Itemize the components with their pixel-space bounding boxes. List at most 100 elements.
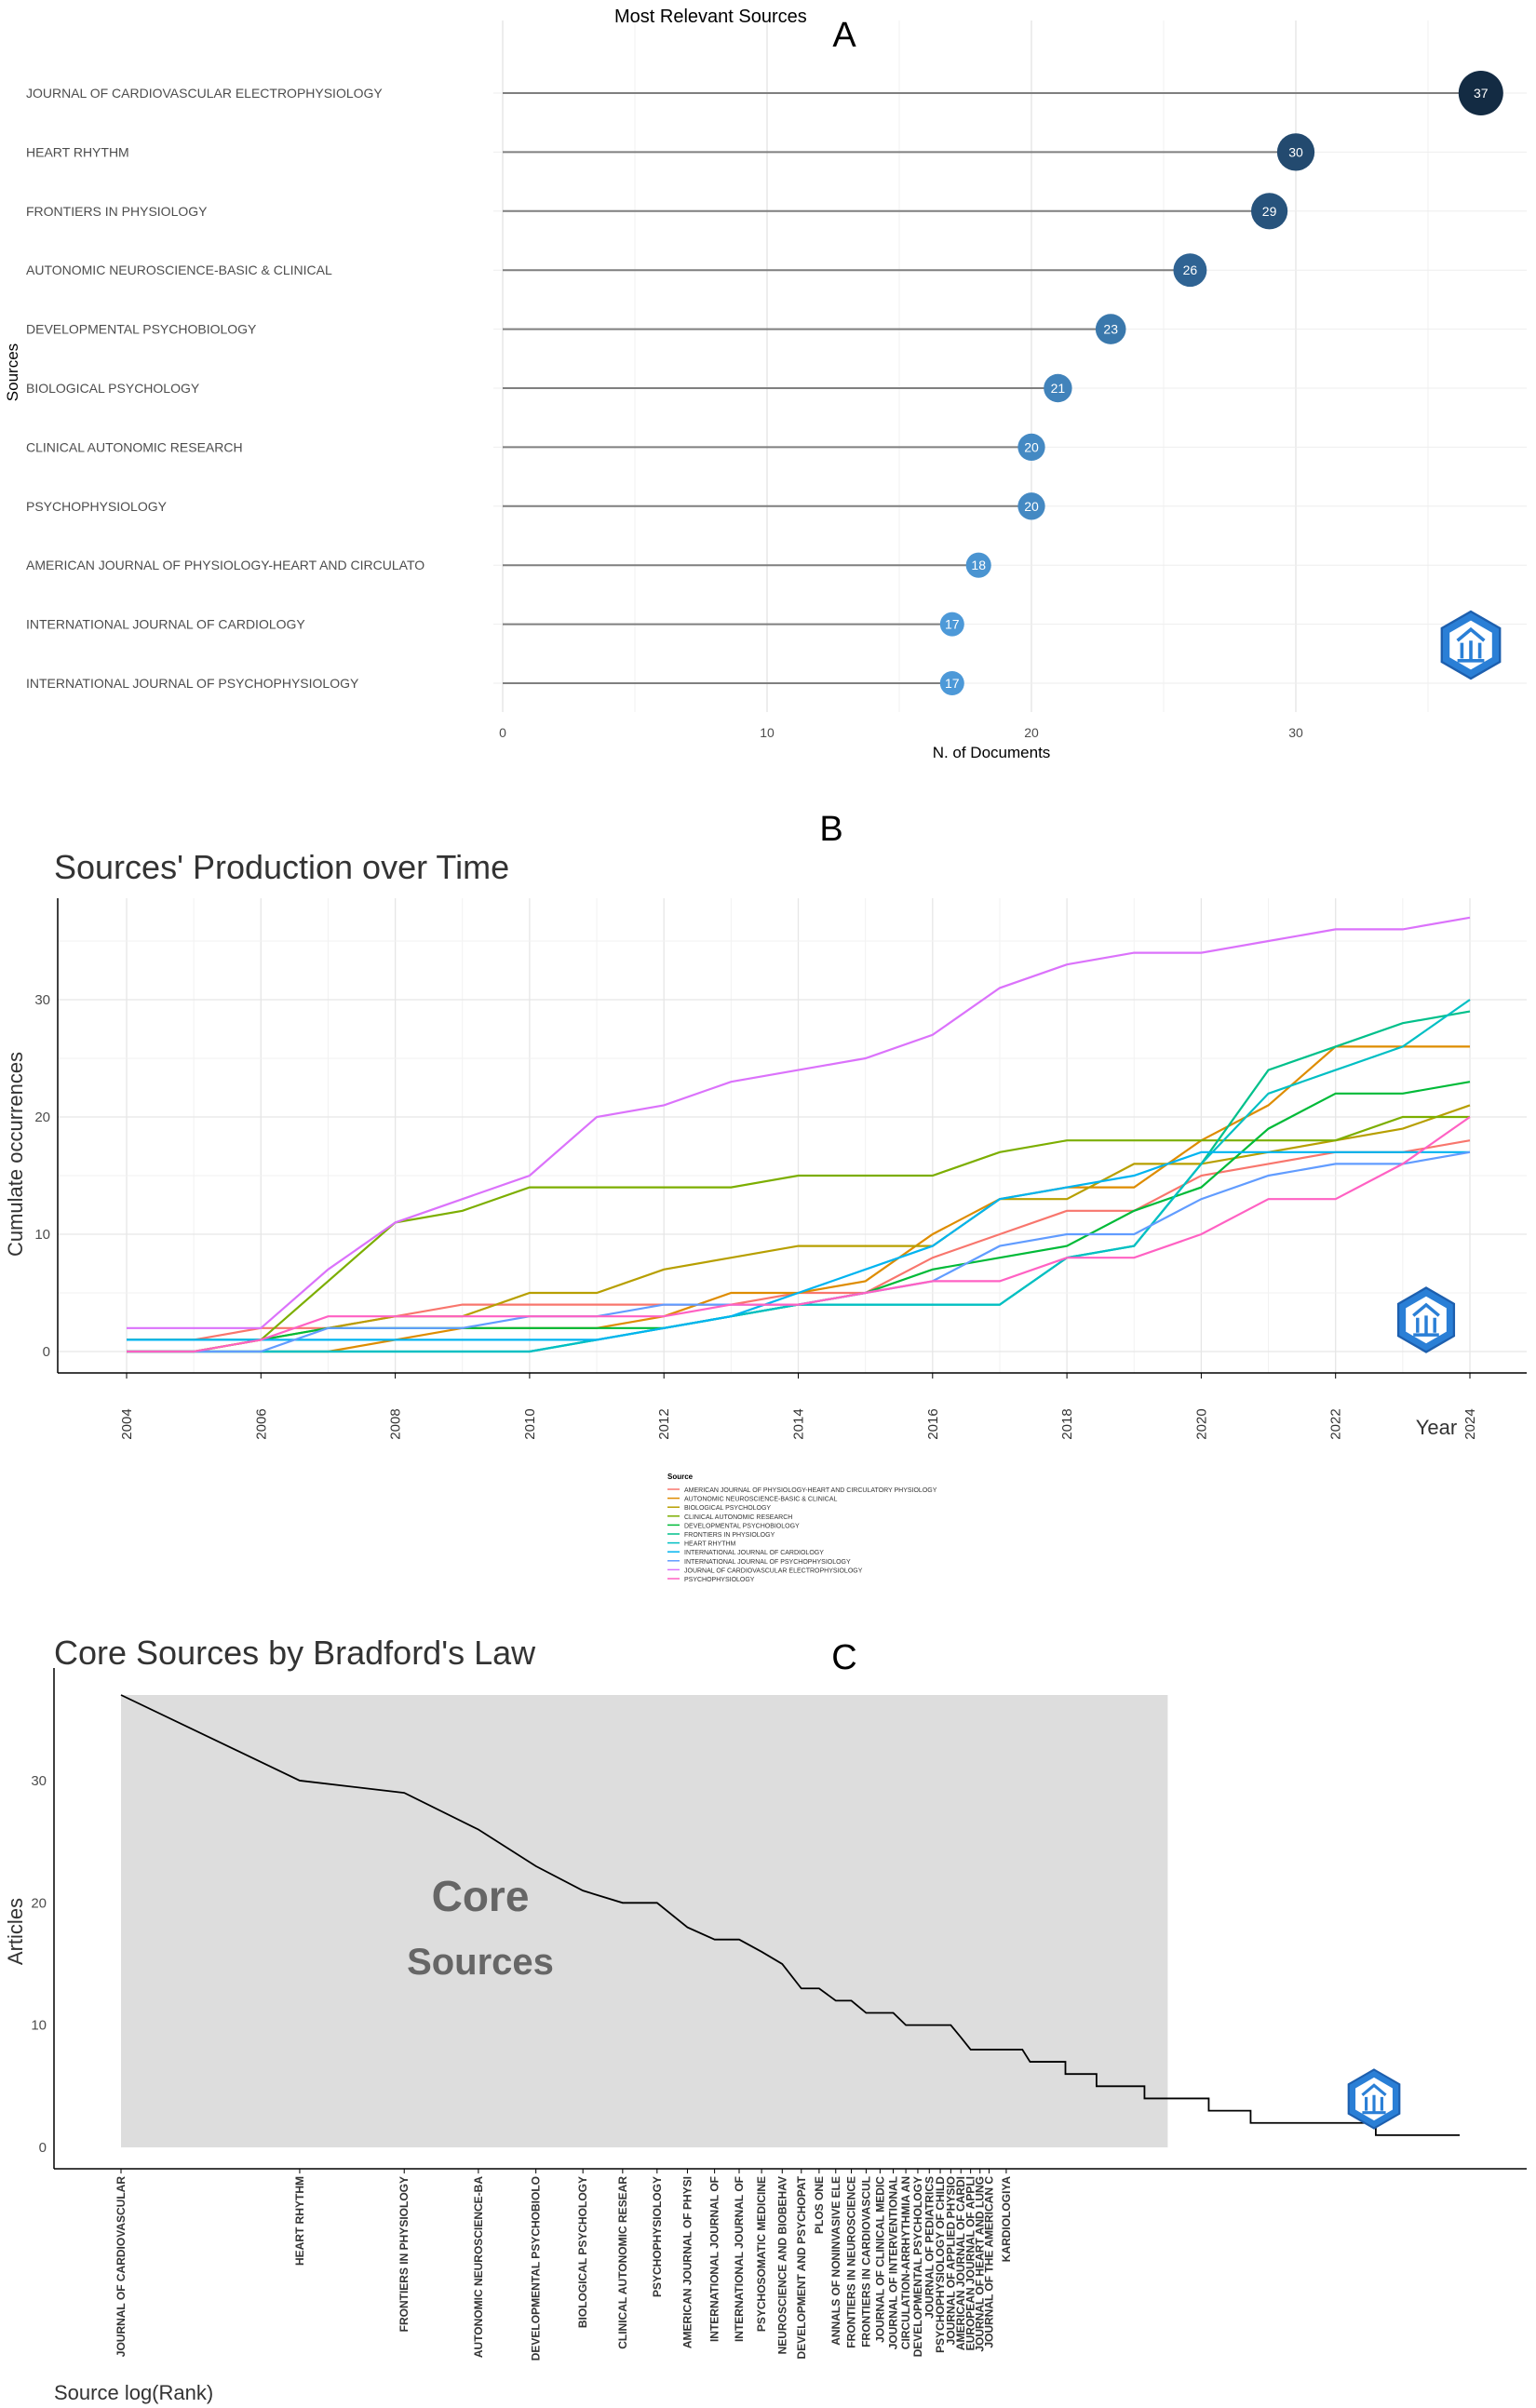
series-line bbox=[127, 1150, 1470, 1341]
y-tick-label: 10 bbox=[31, 2018, 47, 2034]
core-zone bbox=[121, 1695, 1168, 2147]
source-label: DEVELOPMENTAL PSYCHOBIOLOGY bbox=[26, 322, 257, 337]
x-tick-label: JOURNAL OF THE AMERICAN C bbox=[982, 2176, 995, 2348]
lollipop-point bbox=[1095, 314, 1126, 344]
lollipop-point bbox=[1044, 373, 1072, 403]
x-tick-label: JOURNAL OF INTERVENTIONAL bbox=[887, 2176, 900, 2349]
x-tick-label: NEUROSCIENCE AND BIOBEHAV bbox=[775, 2176, 788, 2354]
series-line bbox=[127, 916, 1471, 1329]
point-value-label: 30 bbox=[1288, 144, 1303, 159]
x-tick-label: AUTONOMIC NEUROSCIENCE-BA bbox=[472, 2176, 485, 2358]
y-tick-label: 10 bbox=[34, 1227, 50, 1243]
x-tick-label: EUROPEAN JOURNAL OF APPLI bbox=[964, 2176, 977, 2350]
x-tick-label: DEVELOPMENTAL PSYCHOLOGY bbox=[911, 2176, 924, 2357]
x-tick-label: JOURNAL OF CARDIOVASCULAR bbox=[115, 2176, 128, 2358]
logo-columns bbox=[1456, 626, 1486, 663]
series-line bbox=[127, 1104, 1471, 1353]
lollipop-point bbox=[965, 552, 991, 578]
x-tick-label: KARDIOLOGIYA bbox=[1000, 2176, 1013, 2263]
legend-entry: AUTONOMIC NEUROSCIENCE-BASIC & CLINICAL bbox=[684, 1497, 838, 1503]
y-tick-label: 30 bbox=[34, 992, 50, 1008]
chart-title: Sources' Production over Time bbox=[54, 848, 509, 886]
x-tick-label: 2010 bbox=[522, 1408, 538, 1439]
lollipop-point bbox=[1173, 253, 1207, 288]
legend-entry: INTERNATIONAL JOURNAL OF CARDIOLOGY bbox=[684, 1550, 824, 1556]
x-tick-label: 20 bbox=[1024, 725, 1039, 740]
legend-entry: CLINICAL AUTONOMIC RESEARCH bbox=[684, 1514, 792, 1521]
lollipop-point bbox=[939, 671, 964, 695]
source-label: PSYCHOPHYSIOLOGY bbox=[26, 499, 168, 514]
point-value-label: 29 bbox=[1262, 204, 1277, 219]
x-tick-label: CLINICAL AUTONOMIC RESEAR bbox=[616, 2176, 629, 2349]
point-value-label: 26 bbox=[1183, 262, 1198, 277]
x-tick-label: 2020 bbox=[1193, 1408, 1209, 1439]
logo-columns bbox=[1412, 1302, 1440, 1337]
grid-a bbox=[493, 20, 1527, 712]
x-tick-label: 2006 bbox=[253, 1408, 269, 1439]
lollipop-point bbox=[1251, 193, 1288, 230]
x-tick-label: PLOS ONE bbox=[813, 2176, 826, 2234]
x-tick-label: PSYCHOSOMATIC MEDICINE bbox=[755, 2176, 768, 2332]
x-tick-label: FRONTIERS IN NEUROSCIENCE bbox=[845, 2176, 858, 2348]
x-tick-label: CIRCULATION-ARRHYTHMIA AN bbox=[899, 2176, 912, 2349]
legend-entry: JOURNAL OF CARDIOVASCULAR ELECTROPHYSIOL… bbox=[684, 1567, 863, 1574]
series-line bbox=[127, 1115, 1470, 1353]
source-label: CLINICAL AUTONOMIC RESEARCH bbox=[26, 439, 243, 454]
legend-entry: AMERICAN JOURNAL OF PHYSIOLOGY-HEART AND… bbox=[684, 1487, 937, 1494]
point-value-label: 17 bbox=[945, 676, 960, 691]
lollipop-point bbox=[1458, 71, 1503, 115]
source-label: AMERICAN JOURNAL OF PHYSIOLOGY-HEART AND… bbox=[26, 558, 424, 572]
panel-c: C Core Sources by Bradford's Law Core Sourc… bbox=[0, 1620, 1536, 2408]
chart-title: Core Sources by Bradford's Law bbox=[54, 1634, 536, 1672]
source-label: AUTONOMIC NEUROSCIENCE-BASIC & CLINICAL bbox=[26, 262, 332, 277]
panel-b: B Sources' Production over Time 0 10 20 30 200… bbox=[0, 791, 1536, 1610]
y-tick-label: 0 bbox=[39, 2140, 47, 2156]
x-tick-label: JOURNAL OF CLINICAL MEDIC bbox=[873, 2176, 886, 2343]
core-label: Core bbox=[432, 1872, 530, 1920]
x-tick-label: DEVELOPMENT AND PSYCHOPAT bbox=[795, 2175, 808, 2359]
legend-entry: INTERNATIONAL JOURNAL OF PSYCHOPHYSIOLOG… bbox=[684, 1559, 851, 1566]
lollipop-point bbox=[1017, 492, 1045, 520]
x-tick-label: BIOLOGICAL PSYCHOLOGY bbox=[576, 2176, 589, 2328]
point-value-label: 17 bbox=[945, 617, 960, 632]
y-axis-label: Articles bbox=[4, 1898, 27, 1965]
x-tick-label: JOURNAL OF HEART AND LUNG bbox=[974, 2176, 987, 2352]
bradford-step-line bbox=[120, 1694, 1460, 2136]
x-tick-label: DEVELOPMENTAL PSYCHOBIOLO bbox=[530, 2176, 543, 2361]
source-label: JOURNAL OF CARDIOVASCULAR ELECTROPHYSIOL… bbox=[26, 86, 383, 101]
x-axis-label: N. of Documents bbox=[933, 744, 1051, 761]
lollipop-point bbox=[939, 612, 964, 637]
y-tick-label: 20 bbox=[31, 1895, 47, 1911]
x-tick-label: AMERICAN JOURNAL OF CARDI bbox=[954, 2176, 967, 2350]
point-value-label: 20 bbox=[1024, 439, 1039, 454]
x-tick-label: 2008 bbox=[388, 1408, 404, 1439]
y-tick-label: 0 bbox=[43, 1344, 50, 1360]
legend-entry: HEART RHYTHM bbox=[684, 1541, 736, 1548]
point-value-label: 20 bbox=[1024, 499, 1039, 514]
x-tick-label: 2004 bbox=[119, 1408, 135, 1439]
legend-entry: FRONTIERS IN PHYSIOLOGY bbox=[684, 1532, 775, 1539]
series-line bbox=[127, 1116, 1471, 1353]
bradford-chart: C Core Sources by Bradford's Law Core Sourc… bbox=[4, 1634, 1527, 2404]
line-chart: B Sources' Production over Time 0 10 20 30 200… bbox=[4, 810, 1527, 1583]
x-tick-label: 30 bbox=[1288, 725, 1303, 740]
y-tick-label: 20 bbox=[34, 1110, 50, 1125]
source-label: INTERNATIONAL JOURNAL OF PSYCHOPHYSIOLOG… bbox=[26, 676, 359, 691]
x-tick-label: FRONTIERS IN PHYSIOLOGY bbox=[397, 2176, 411, 2332]
x-tick-label: 10 bbox=[760, 725, 775, 740]
legend-entry: DEVELOPMENTAL PSYCHOBIOLOGY bbox=[684, 1523, 800, 1529]
point-value-label: 37 bbox=[1474, 86, 1489, 101]
x-tick-label: HEART RHYTHM bbox=[293, 2176, 306, 2266]
legend-entry: BIOLOGICAL PSYCHOLOGY bbox=[684, 1505, 771, 1512]
x-tick-label: ANNALS OF NONINVASIVE ELE bbox=[829, 2176, 842, 2346]
legend-title: Source bbox=[667, 1473, 694, 1481]
bibliometrix-logo bbox=[1440, 610, 1502, 680]
x-tick-label: 2024 bbox=[1462, 1408, 1478, 1439]
x-tick-label: 2016 bbox=[925, 1408, 941, 1439]
grid-b bbox=[58, 898, 1527, 1373]
x-tick-label: AMERICAN JOURNAL OF PHYSI bbox=[680, 2176, 694, 2348]
lollipop-chart: Most Relevant Sources A JOURNAL OF CARDIOV… bbox=[4, 7, 1527, 761]
x-tick-label: 2022 bbox=[1328, 1408, 1344, 1439]
x-tick-label: JOURNAL OF APPLIED PHYSIO bbox=[944, 2176, 957, 2345]
source-label: INTERNATIONAL JOURNAL OF CARDIOLOGY bbox=[26, 617, 305, 632]
